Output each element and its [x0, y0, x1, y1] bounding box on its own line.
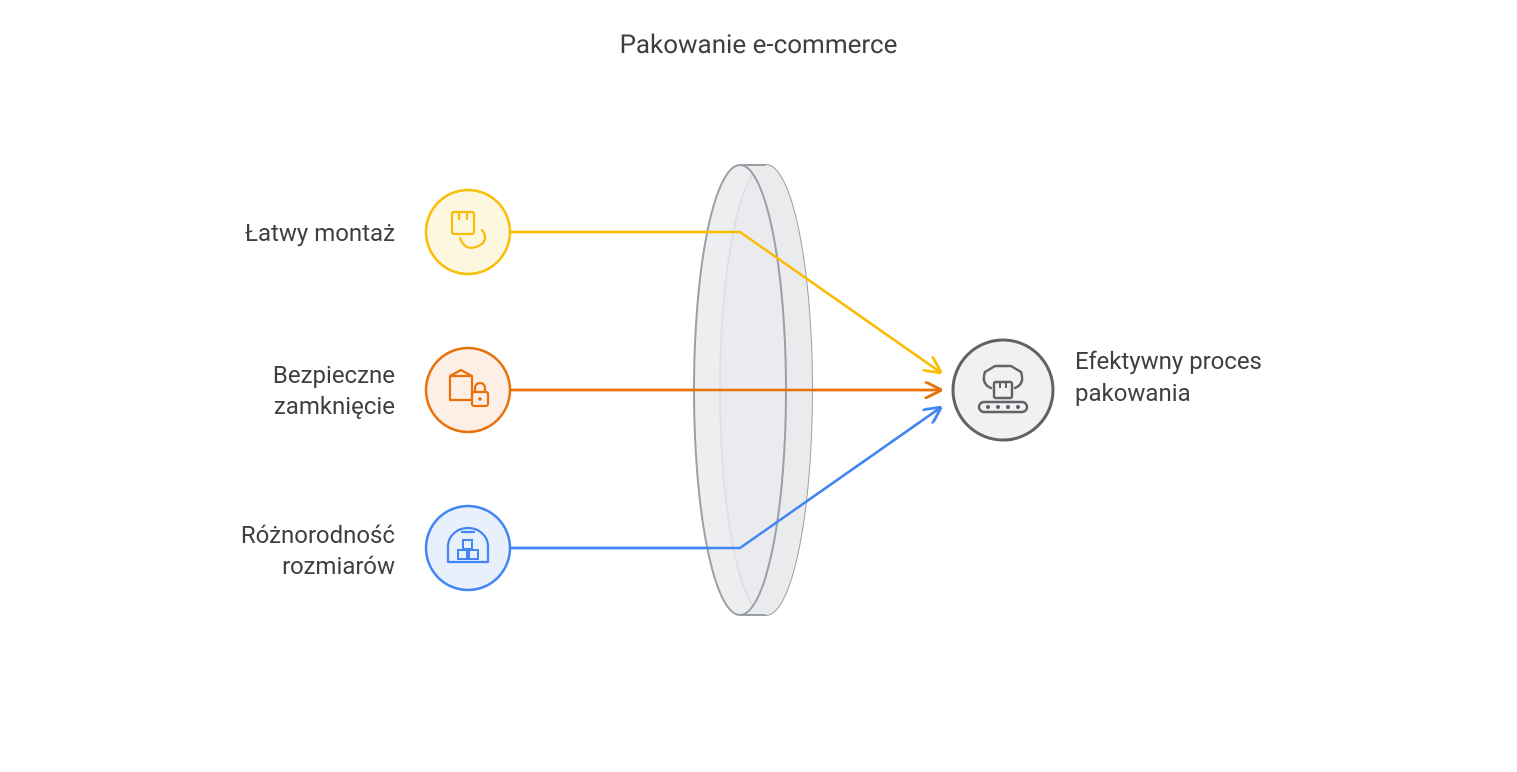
input-node-easy-assembly	[426, 190, 510, 274]
input-label-secure-closure: Bezpieczne zamknięcie	[165, 360, 395, 422]
input-label-easy-assembly: Łatwy montaż	[195, 218, 395, 249]
output-label-efficient-process: Efektywny proces pakowania	[1075, 345, 1285, 410]
input-node-secure-closure	[426, 348, 510, 432]
input-label-size-variety: Różnorodność rozmiarów	[145, 520, 395, 582]
output-node-efficient-process	[953, 340, 1053, 440]
output-icon	[953, 340, 1053, 440]
diagram-container: Pakowanie e-commerce Łatwy montaż Bezpie…	[0, 0, 1517, 772]
input-node-size-variety	[426, 506, 510, 590]
input-icons	[426, 190, 510, 590]
